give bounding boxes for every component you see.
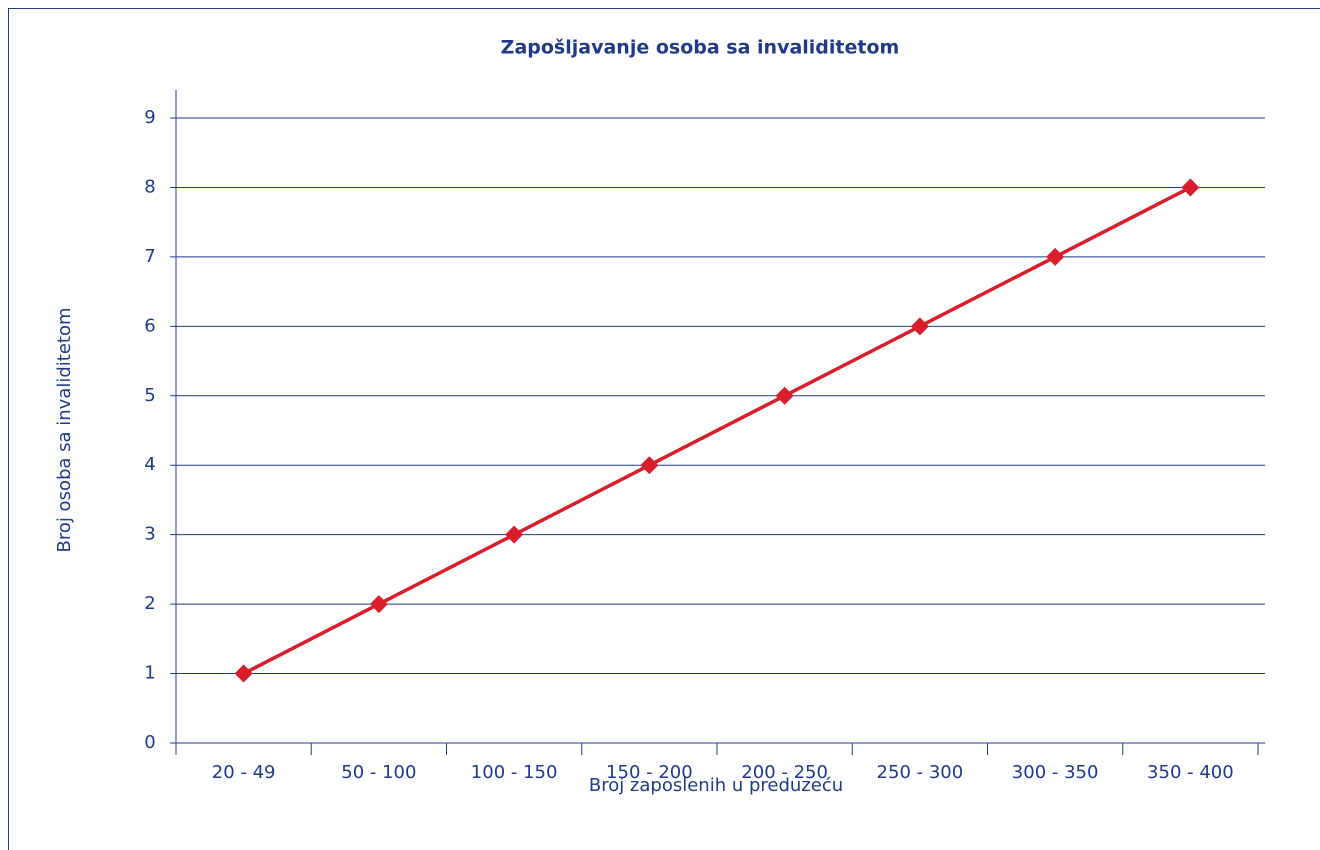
marker (640, 456, 659, 475)
y-tick-label: 5 (144, 385, 155, 406)
x-tick-label: 20 - 49 (212, 762, 276, 783)
y-tick-label: 6 (144, 315, 155, 336)
marker (505, 525, 524, 544)
y-tick-label: 3 (144, 524, 155, 545)
line (242, 185, 1192, 676)
x-tick-label: 50 - 100 (341, 762, 416, 783)
y-tick-label: 1 (144, 663, 155, 684)
chart-title: Zapošljavanje osoba sa invaliditetom (501, 37, 900, 59)
y-tick-label: 7 (144, 246, 155, 267)
y-tick-label: 0 (144, 732, 155, 753)
x-axis-label: Broj zaposlenih u preduzeću (589, 775, 843, 796)
x-tick-label: 300 - 350 (1012, 762, 1099, 783)
x-tick-label: 200 - 250 (741, 762, 828, 783)
y-axis-label: Broj osoba sa invaliditetom (54, 307, 75, 552)
marker (1181, 178, 1200, 197)
marker (910, 317, 929, 336)
x-tick-label: 350 - 400 (1147, 762, 1234, 783)
y-tick-label: 4 (144, 454, 155, 475)
marker (369, 595, 388, 614)
x-tick-label: 250 - 300 (877, 762, 964, 783)
x-tick-label: 150 - 200 (606, 762, 693, 783)
marker (234, 664, 253, 683)
marker (775, 386, 794, 405)
y-tick-label: 8 (144, 176, 155, 197)
y-tick-label: 2 (144, 593, 155, 614)
frame (8, 8, 1320, 850)
marker (1046, 247, 1065, 266)
y-tick-label: 9 (144, 107, 155, 128)
x-tick-label: 100 - 150 (471, 762, 558, 783)
